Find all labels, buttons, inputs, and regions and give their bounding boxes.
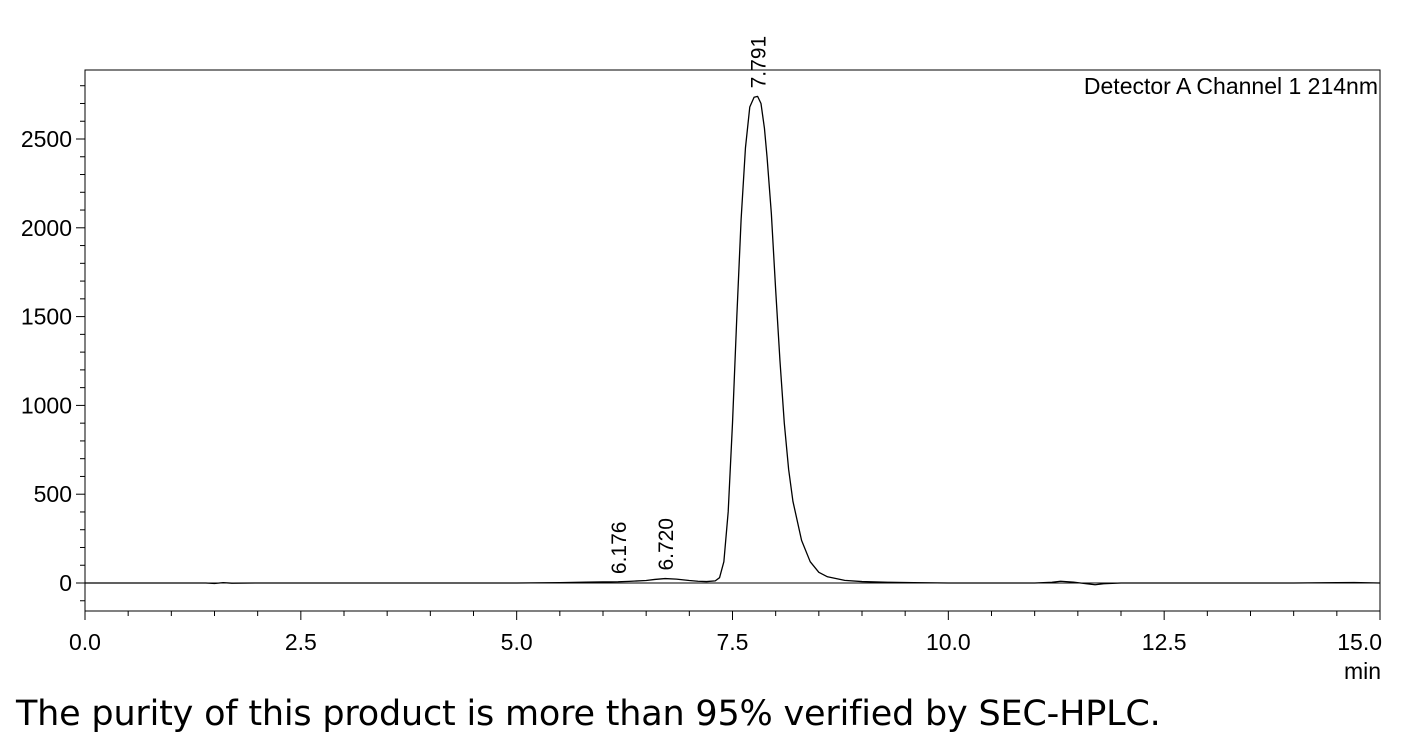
- x-tick-label: 2.5: [285, 629, 317, 655]
- y-tick-label: 1500: [21, 304, 72, 330]
- y-tick-label: 1000: [21, 392, 72, 418]
- y-tick-label: 2000: [21, 215, 72, 241]
- x-tick-label: 0.0: [69, 629, 101, 655]
- x-tick-label: 12.5: [1142, 629, 1187, 655]
- purity-caption: The purity of this product is more than …: [16, 694, 1161, 734]
- plot-frame: [84, 69, 1381, 612]
- peak-label: 7.791: [748, 36, 771, 89]
- x-tick-label: 5.0: [501, 629, 533, 655]
- x-tick-label: 10.0: [926, 629, 971, 655]
- peak-label: 6.176: [608, 522, 631, 575]
- chromatogram-chart: 0 500 1000 1500 2000 2500 0.0 2.5 5.0 7.5 10.0 12.5…: [21, 36, 1382, 684]
- x-axis-label: min: [1344, 658, 1381, 684]
- detector-label: Detector A Channel 1 214nm: [1084, 73, 1378, 99]
- peak-label: 6.720: [655, 518, 678, 571]
- y-tick-label: 0: [59, 570, 72, 596]
- x-tick-label: 15.0: [1337, 629, 1382, 655]
- chromatogram-trace: [85, 95, 1381, 586]
- x-tick-label: 7.5: [717, 629, 749, 655]
- y-tick-label: 500: [34, 481, 72, 507]
- y-tick-label: 2500: [21, 126, 72, 152]
